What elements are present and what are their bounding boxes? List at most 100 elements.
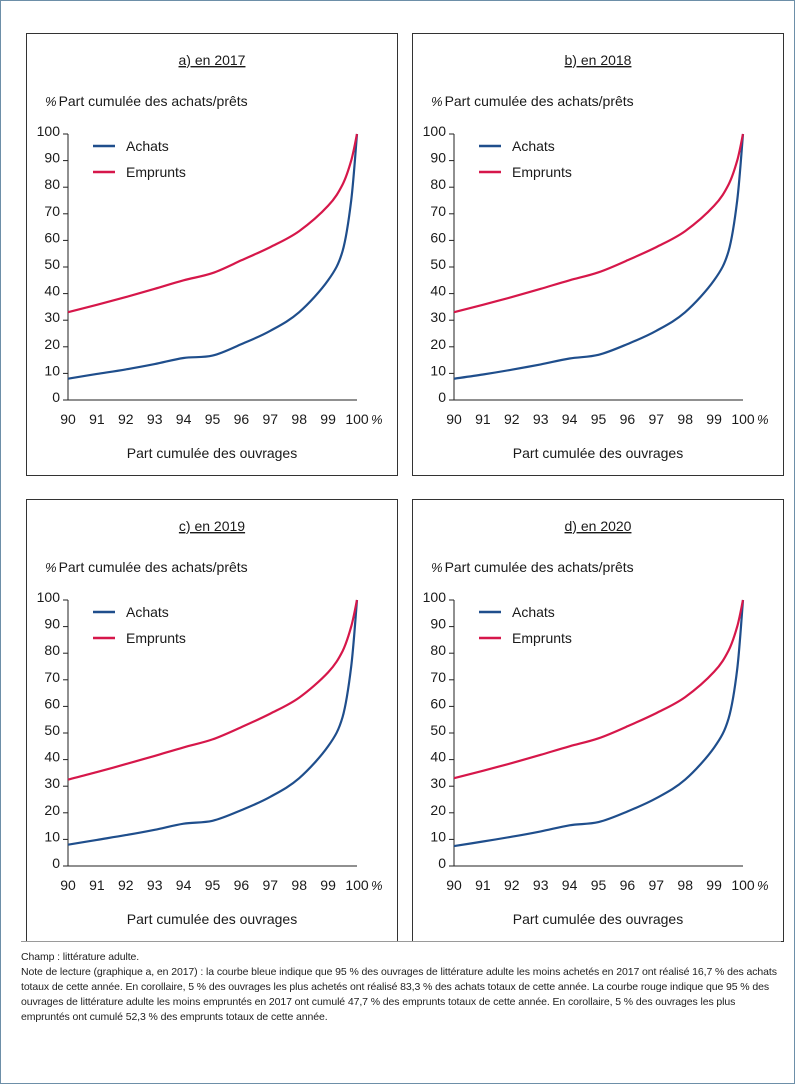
- chart-c-y-tick-label: 0: [52, 855, 60, 871]
- chart-a-series-line-emprunts: [67, 133, 359, 314]
- chart-a-x-axis-title: Part cumulée des ouvrages: [127, 445, 297, 461]
- chart-a-y-tick-label: 60: [44, 229, 60, 245]
- chart-b-x-tick-label: 99: [706, 411, 722, 427]
- chart-a-legend-label-achats: Achats: [126, 138, 169, 154]
- chart-b-legend-label-emprunts: Emprunts: [512, 164, 572, 180]
- chart-a-y-tick-label: 40: [44, 283, 60, 299]
- chart-a-x-tick-label: 97: [263, 411, 279, 427]
- chart-d-legend-label-emprunts: Emprunts: [512, 630, 572, 646]
- chart-b-x-axis-unit: %: [757, 412, 769, 427]
- chart-a-x-tick-label: 99: [320, 411, 336, 427]
- chart-d-x-tick-label: 98: [677, 877, 693, 893]
- chart-c-x-tick-label: 100: [345, 877, 369, 893]
- chart-a-legend-label-emprunts: Emprunts: [126, 164, 186, 180]
- chart-svg-a: a) en 2017% Part cumulée des achats/prêts…: [37, 52, 383, 461]
- chart-d-x-axis-unit: %: [757, 878, 769, 893]
- chart-c-y-tick-label: 50: [44, 722, 60, 738]
- chart-b-y-axis-unit: %: [431, 94, 443, 109]
- chart-d-title: d) en 2020: [565, 518, 632, 534]
- chart-d-series-line-emprunts: [453, 599, 745, 780]
- chart-d-y-tick-label: 40: [430, 749, 446, 765]
- chart-c-series-line-achats: [67, 599, 359, 846]
- chart-c-y-tick-label: 90: [44, 616, 60, 632]
- chart-c-y-tick-label: 100: [37, 589, 61, 605]
- chart-b-y-tick-label: 60: [430, 229, 446, 245]
- chart-d-x-tick-label: 93: [533, 877, 549, 893]
- chart-b-y-axis-label: Part cumulée des achats/prêts: [445, 93, 634, 109]
- chart-a-y-tick-label: 80: [44, 176, 60, 192]
- chart-svg-b: b) en 2018% Part cumulée des achats/prêts…: [423, 52, 769, 461]
- chart-c-legend-label-achats: Achats: [126, 604, 169, 620]
- chart-a-title: a) en 2017: [179, 52, 246, 68]
- chart-a-y-axis-unit: %: [45, 94, 57, 109]
- chart-panel-a: a) en 2017% Part cumulée des achats/prêts…: [26, 33, 398, 476]
- chart-b-y-tick-label: 90: [430, 150, 446, 166]
- chart-c-y-tick-label: 10: [44, 828, 60, 844]
- chart-c-y-axis-label: Part cumulée des achats/prêts: [59, 559, 248, 575]
- chart-d-y-tick-label: 80: [430, 642, 446, 658]
- chart-d-y-tick-label: 60: [430, 695, 446, 711]
- chart-a-y-axis-label: Part cumulée des achats/prêts: [59, 93, 248, 109]
- chart-d-x-tick-label: 94: [562, 877, 578, 893]
- chart-b-x-tick-label: 94: [562, 411, 578, 427]
- chart-b-x-tick-label: 92: [504, 411, 520, 427]
- chart-d-y-tick-label: 10: [430, 828, 446, 844]
- chart-d-y-tick-label: 30: [430, 775, 446, 791]
- chart-a-y-tick-label: 100: [37, 123, 61, 139]
- chart-a-series-line-achats: [67, 133, 359, 380]
- chart-d-series-line-achats: [453, 599, 745, 848]
- chart-a-x-tick-label: 96: [234, 411, 250, 427]
- chart-d-x-tick-label: 92: [504, 877, 520, 893]
- chart-c-x-tick-label: 96: [234, 877, 250, 893]
- chart-b-y-tick-label: 0: [438, 389, 446, 405]
- chart-c-x-axis-title: Part cumulée des ouvrages: [127, 911, 297, 927]
- chart-c-y-axis-title: % Part cumulée des achats/prêts: [45, 559, 248, 575]
- chart-b-x-axis-title: Part cumulée des ouvrages: [513, 445, 683, 461]
- chart-b-y-tick-label: 80: [430, 176, 446, 192]
- chart-b-y-tick-label: 40: [430, 283, 446, 299]
- chart-d-y-tick-label: 70: [430, 669, 446, 685]
- chart-a-x-tick-label: 100: [345, 411, 369, 427]
- chart-d-y-axis-title: % Part cumulée des achats/prêts: [431, 559, 634, 575]
- chart-b-x-tick-label: 93: [533, 411, 549, 427]
- chart-a-y-tick-label: 30: [44, 309, 60, 325]
- chart-svg-d: d) en 2020% Part cumulée des achats/prêts…: [423, 518, 769, 927]
- chart-c-x-tick-label: 94: [176, 877, 192, 893]
- chart-b-y-tick-label: 50: [430, 256, 446, 272]
- chart-c-title: c) en 2019: [179, 518, 245, 534]
- chart-b-x-tick-label: 95: [591, 411, 607, 427]
- chart-b-x-tick-label: 96: [620, 411, 636, 427]
- chart-a-x-tick-label: 91: [89, 411, 105, 427]
- chart-c-y-tick-label: 70: [44, 669, 60, 685]
- chart-c-x-tick-label: 95: [205, 877, 221, 893]
- chart-c-legend-label-emprunts: Emprunts: [126, 630, 186, 646]
- chart-d-x-tick-label: 91: [475, 877, 491, 893]
- chart-c-x-tick-label: 93: [147, 877, 163, 893]
- chart-b-x-tick-label: 98: [677, 411, 693, 427]
- chart-a-y-tick-label: 90: [44, 150, 60, 166]
- chart-c-x-tick-label: 91: [89, 877, 105, 893]
- chart-c-y-tick-label: 30: [44, 775, 60, 791]
- chart-b-x-tick-label: 90: [446, 411, 462, 427]
- chart-svg-c: c) en 2019% Part cumulée des achats/prêts…: [37, 518, 383, 927]
- chart-d-x-tick-label: 99: [706, 877, 722, 893]
- chart-d-x-tick-label: 96: [620, 877, 636, 893]
- chart-a-x-tick-label: 93: [147, 411, 163, 427]
- chart-b-series-line-emprunts: [453, 133, 745, 314]
- chart-b-y-tick-label: 100: [423, 123, 447, 139]
- chart-c-y-tick-label: 40: [44, 749, 60, 765]
- chart-a-x-tick-label: 95: [205, 411, 221, 427]
- chart-a-y-tick-label: 10: [44, 362, 60, 378]
- chart-d-x-tick-label: 95: [591, 877, 607, 893]
- chart-c-x-tick-label: 98: [291, 877, 307, 893]
- chart-c-y-tick-label: 80: [44, 642, 60, 658]
- chart-c-x-tick-label: 97: [263, 877, 279, 893]
- chart-b-y-tick-label: 70: [430, 203, 446, 219]
- chart-panel-b: b) en 2018% Part cumulée des achats/prêts…: [412, 33, 784, 476]
- chart-d-y-axis-label: Part cumulée des achats/prêts: [445, 559, 634, 575]
- chart-c-x-axis-unit: %: [371, 878, 383, 893]
- chart-d-x-tick-label: 100: [731, 877, 755, 893]
- chart-a-x-tick-label: 98: [291, 411, 307, 427]
- notes-section: Champ : littérature adulte. Note de lect…: [21, 941, 781, 1025]
